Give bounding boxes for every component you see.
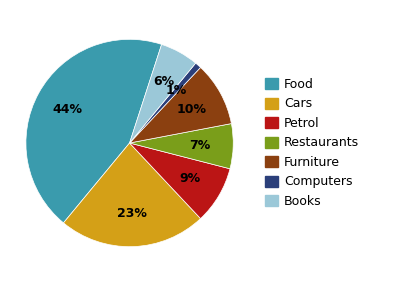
Text: 44%: 44% [53,103,83,116]
Text: 7%: 7% [189,139,211,152]
Wedge shape [130,63,201,143]
Wedge shape [130,67,232,143]
Wedge shape [130,44,196,143]
Wedge shape [64,143,201,247]
Text: 10%: 10% [176,103,206,116]
Text: 1%: 1% [166,84,187,97]
Wedge shape [130,143,230,219]
Text: 9%: 9% [180,172,201,185]
Wedge shape [130,124,233,169]
Text: 23%: 23% [117,207,147,220]
Text: 6%: 6% [153,75,174,88]
Legend: Food, Cars, Petrol, Restaurants, Furniture, Computers, Books: Food, Cars, Petrol, Restaurants, Furnitu… [265,78,359,208]
Wedge shape [26,39,162,223]
